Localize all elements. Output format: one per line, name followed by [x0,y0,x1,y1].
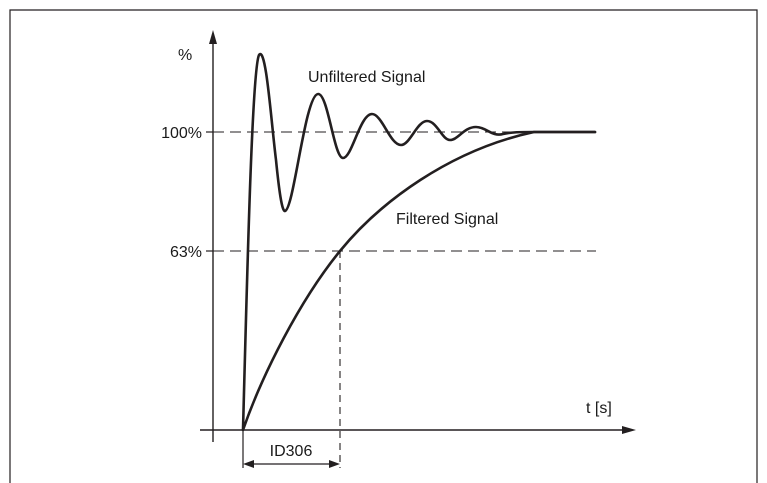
y-axis-arrow [209,30,217,44]
x-axis-arrow [622,426,636,434]
dimension-arrow-right [329,460,340,468]
tick-label-100: 100% [161,125,202,142]
unfiltered-signal-curve [243,54,595,430]
y-axis-unit-label: % [178,47,192,64]
filtered-signal-label: Filtered Signal [396,211,498,228]
unfiltered-signal-label: Unfiltered Signal [308,69,425,86]
time-constant-label: ID306 [270,443,313,460]
dimension-arrow-left [243,460,254,468]
x-axis-label: t [s] [586,400,612,417]
tick-label-63: 63% [170,244,202,261]
